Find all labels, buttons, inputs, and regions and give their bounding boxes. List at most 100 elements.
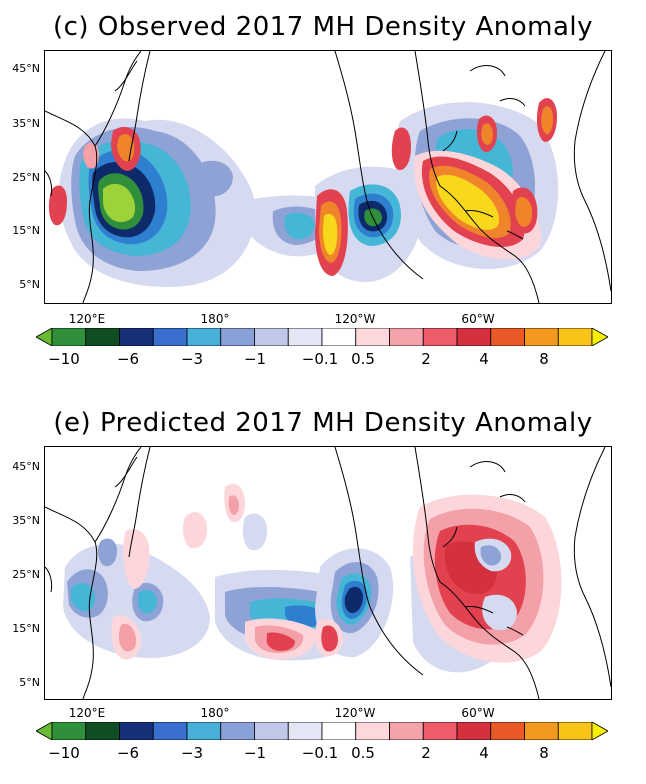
pred-ep-pos-red (321, 625, 338, 652)
colorbar-segment (85, 722, 120, 740)
colorbar-segment (456, 722, 492, 740)
cb-label-neg10-pred: −10 (48, 744, 80, 762)
cb-label-neg6: −6 (116, 350, 140, 368)
colorbar-segment (524, 722, 559, 740)
pred-wp-pos-north (182, 512, 207, 549)
pred-ep-dark (344, 586, 363, 614)
predicted-colorbar (36, 722, 608, 740)
colorbar-segment (287, 722, 323, 740)
colorbar-arrow-low (36, 328, 53, 346)
colorbar-segment (524, 328, 559, 346)
obs-ep-pos-yellow (323, 213, 338, 255)
colorbar-segment (186, 328, 222, 346)
colorbar-segment (51, 328, 87, 346)
obs-atl-orange-east (515, 197, 533, 227)
pred-atl-neg-light2 (480, 545, 502, 566)
colorbar-segment (321, 328, 357, 346)
observed-coastlines (45, 51, 611, 303)
pred-wp-light3 (98, 538, 117, 567)
colorbar-segment (456, 328, 492, 346)
observed-anomaly-field (48, 98, 559, 287)
colorbar-segment (254, 328, 289, 346)
lon-label-180-pred: 180° (200, 706, 230, 720)
colorbar-segment (490, 722, 525, 740)
lon-label-120e: 120°E (68, 312, 106, 326)
cb-label-neg01: −0.1 (301, 350, 339, 368)
obs-wp-extreme (103, 183, 136, 222)
pred-wp-neg-north (242, 513, 267, 551)
predicted-title: (e) Predicted 2017 MH Density Anomaly (53, 408, 593, 438)
obs-central-cyan (284, 212, 315, 240)
predicted-panel: (e) Predicted 2017 MH Density Anomaly 45… (0, 398, 646, 784)
colorbar-segment (355, 722, 390, 740)
predicted-map (44, 446, 612, 700)
colorbar-arrow-high (591, 328, 608, 346)
cb-label-neg10: −10 (48, 350, 80, 368)
lon-label-180: 180° (200, 312, 230, 326)
predicted-anomaly-field (63, 483, 562, 673)
lon-label-60w: 60°W (461, 312, 495, 326)
colorbar-segment (321, 722, 357, 740)
obs-wp-red-upper (83, 142, 99, 169)
cb-label-05-pred: 0.5 (351, 744, 375, 762)
colorbar-segment (85, 328, 120, 346)
colorbar-arrow-high (591, 722, 608, 740)
colorbar-segment (557, 722, 593, 740)
colorbar-segment (220, 722, 255, 740)
pred-wp-cyan2 (137, 589, 158, 614)
colorbar-segment (389, 328, 424, 346)
colorbar-segment (490, 328, 525, 346)
lat-label-15n: 15°N (12, 224, 40, 237)
observed-colorbar (36, 328, 608, 346)
colorbar-segment (389, 722, 424, 740)
lat-label-45n-pred: 45°N (12, 460, 40, 473)
obs-cent-north (193, 160, 233, 197)
cb-label-2-pred: 2 (421, 744, 431, 762)
observed-panel: (c) Observed 2017 MH Density Anomaly 45°… (0, 0, 646, 390)
cb-label-neg3: −3 (180, 350, 204, 368)
cb-label-neg1-pred: −1 (243, 744, 267, 762)
lat-label-35n-pred: 35°N (12, 514, 40, 527)
colorbar-segment (557, 328, 593, 346)
lat-label-5n-pred: 5°N (19, 676, 40, 689)
cb-label-4: 4 (479, 350, 489, 368)
lat-label-45n: 45°N (12, 62, 40, 75)
colorbar-segment (152, 328, 188, 346)
observed-title: (c) Observed 2017 MH Density Anomaly (52, 12, 594, 42)
predicted-coastlines (45, 447, 611, 699)
colorbar-segment (355, 328, 390, 346)
cb-label-4-pred: 4 (479, 744, 489, 762)
obs-atl-red-west (391, 127, 411, 171)
lon-label-120w-pred: 120°W (334, 706, 376, 720)
cb-label-neg01-pred: −0.1 (301, 744, 339, 762)
colorbar-segment (287, 328, 323, 346)
cb-label-neg3-pred: −3 (180, 744, 204, 762)
pred-cent-pos-red (266, 632, 295, 651)
colorbar-segment (422, 722, 458, 740)
cb-label-8-pred: 8 (539, 744, 549, 762)
colorbar-segment (152, 722, 188, 740)
colorbar-segment (119, 328, 154, 346)
pred-wp-pos-faint (123, 529, 150, 589)
pred-wp-pos-north2-light (228, 495, 239, 515)
pred-wp-pos-light (118, 623, 137, 652)
obs-atl-orange-north (481, 123, 493, 145)
lat-label-35n: 35°N (12, 117, 40, 130)
obs-atl-pos-yellow (436, 174, 500, 230)
cb-label-neg1: −1 (243, 350, 267, 368)
cb-label-2: 2 (421, 350, 431, 368)
observed-map (44, 50, 612, 304)
cb-label-05: 0.5 (351, 350, 375, 368)
colorbar-arrow-low (36, 722, 53, 740)
colorbar-segment (51, 722, 87, 740)
lon-label-60w-pred: 60°W (461, 706, 495, 720)
cb-label-8: 8 (539, 350, 549, 368)
colorbar-segment (119, 722, 154, 740)
pred-atl-neg-lower (482, 594, 517, 631)
lon-label-120e-pred: 120°E (68, 706, 106, 720)
lon-label-120w: 120°W (334, 312, 376, 326)
colorbar-segment (422, 328, 458, 346)
cb-label-neg6-pred: −6 (116, 744, 140, 762)
lat-label-15n-pred: 15°N (12, 622, 40, 635)
lat-label-5n: 5°N (19, 278, 40, 291)
